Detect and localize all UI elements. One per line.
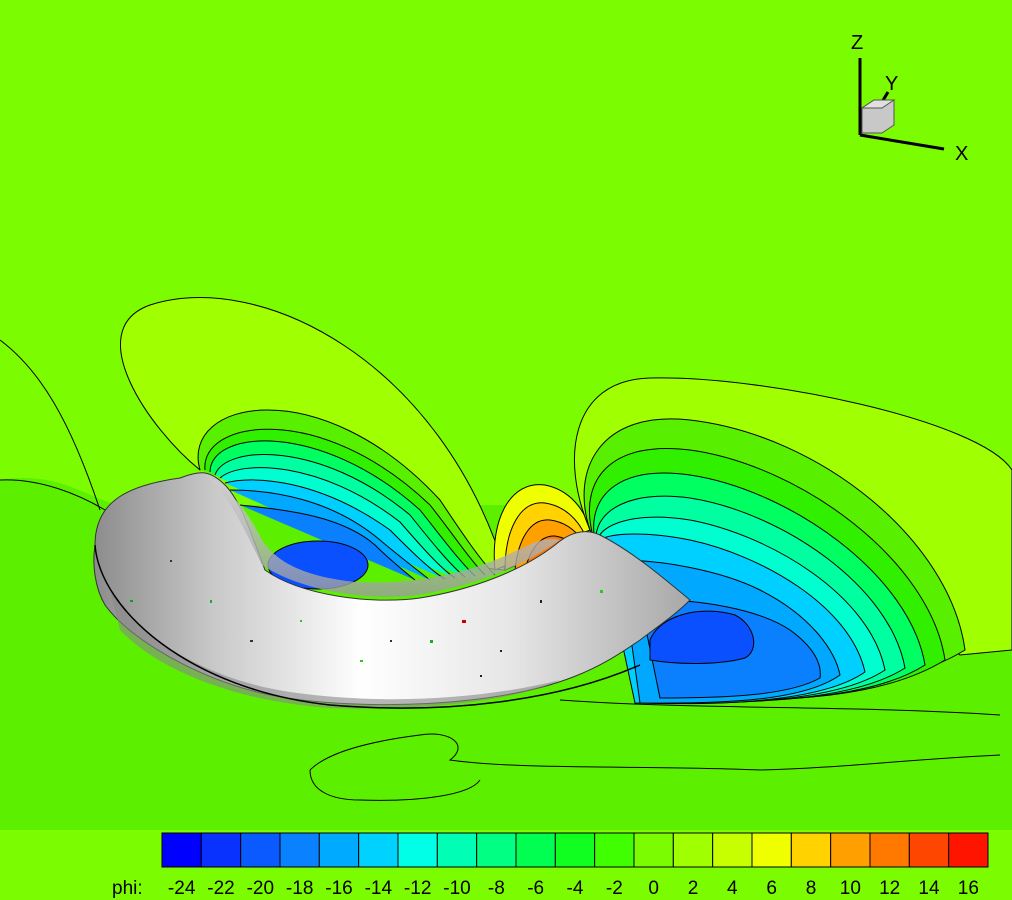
ground-contour [309,733,1001,801]
legend-title: phi: [112,878,143,899]
axis-y-label: Y [885,73,898,95]
legend-swatch [240,832,281,868]
legend-swatch [948,832,989,868]
legend-swatch [200,832,242,868]
outer-contour-ground [0,479,106,511]
legend-tick-label: 0 [648,878,659,899]
legend-swatch [869,832,910,868]
legend-swatch [790,832,832,868]
torus-flecks [130,560,603,677]
right-lobe-core [649,610,755,664]
legend-tick-label: -20 [247,878,274,899]
legend-swatch [279,832,320,868]
legend-tick-label: -24 [168,878,196,899]
legend-swatch [397,832,438,868]
legend-swatch [908,832,950,868]
legend-tick-label: -14 [365,878,393,899]
axis-x-label: X [955,143,968,165]
torus-edge-line [94,544,641,709]
legend-tick-label: -6 [527,878,544,899]
legend-swatch [712,832,753,868]
torus-shadow [110,590,560,709]
legend-tick-label: 8 [806,878,817,899]
outer-contour-left [0,339,101,511]
legend-tick-label: -4 [567,878,584,899]
axes-triad: Z Y X [851,32,968,165]
colorbar-legend: phi: -24 -22 -20 -18 -16 -14 -12 -10 -8 -6 -4 -2 0 2 4… [112,832,989,899]
legend-swatch [515,832,556,868]
legend-tick-label: -10 [443,878,470,899]
legend-swatch [554,832,596,868]
legend-swatch [476,832,517,868]
legend-tick-label: -2 [606,878,623,899]
legend-tick-label: 14 [918,878,940,899]
legend-swatch [594,832,635,868]
legend-swatch [436,832,478,868]
legend-swatch [318,832,360,868]
legend-swatch [358,832,399,868]
legend-tick-label: 10 [840,878,861,899]
legend-tick-label: 6 [766,878,777,899]
legend-tick-label: 16 [958,878,979,899]
legend-tick-label: -8 [488,878,505,899]
legend-tick-label: -22 [207,878,234,899]
legend-swatch [672,832,714,868]
legend-tick-label: 12 [879,878,900,899]
legend-swatch [161,832,202,868]
legend-tick-label: -16 [325,878,352,899]
legend-swatch [751,832,792,868]
legend-tick-label: 2 [688,878,699,899]
legend-swatch [633,832,674,868]
axis-z-label: Z [851,32,863,54]
legend-tick-label: -18 [286,878,313,899]
legend-swatch [830,832,871,868]
wake-contour [559,699,1001,716]
legend-tick-label: 4 [727,878,738,899]
legend-tick-label: -12 [404,878,431,899]
